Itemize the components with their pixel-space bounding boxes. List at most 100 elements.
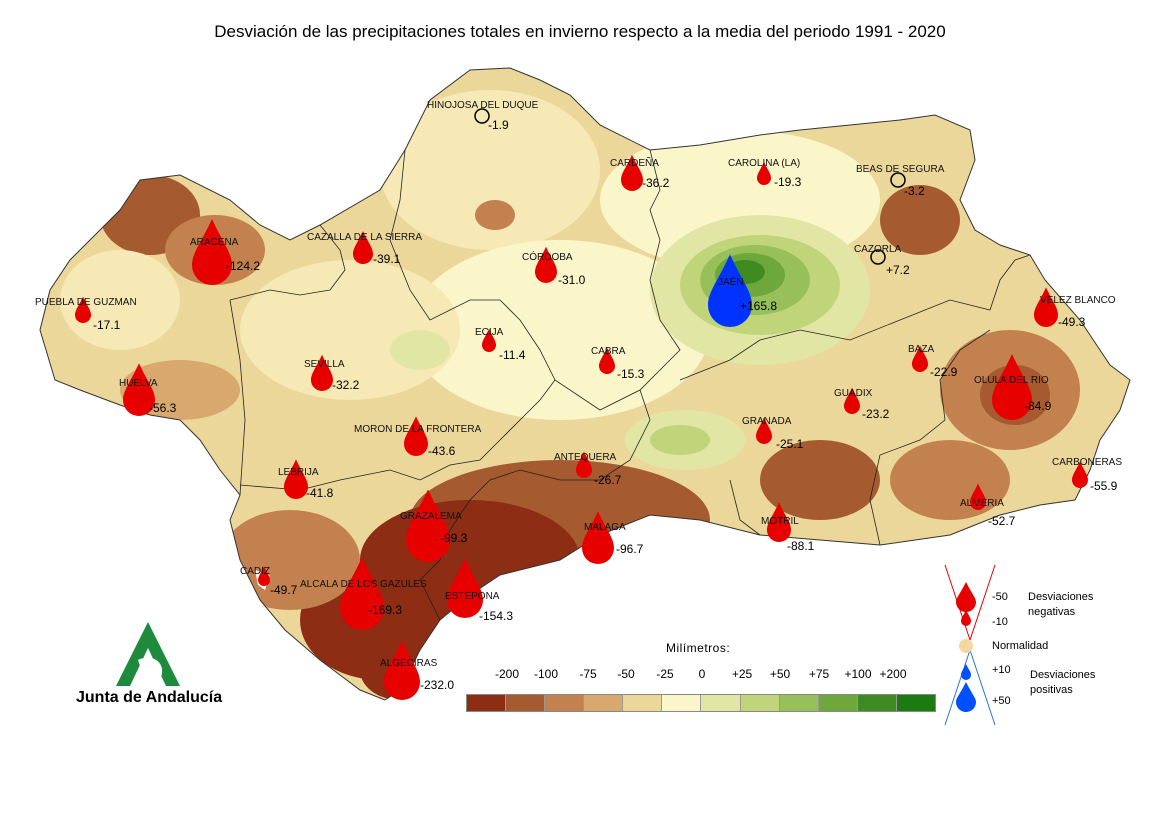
legend-neg10-label: -10 [992, 616, 1008, 628]
negative-drop-icon [576, 451, 592, 478]
station-marker[interactable]: GRAZALEMA -99.3 [400, 489, 468, 562]
station-name: PUEBLA DE GUZMAN [35, 297, 137, 308]
negative-drop-icon [621, 154, 643, 191]
station-value: -3.2 [904, 184, 925, 198]
legend-normal-icon [959, 639, 973, 653]
station-name: VELEZ BLANCO [1040, 295, 1116, 306]
normal-circle-icon [474, 108, 490, 124]
scale-color-cell [662, 695, 702, 711]
station-name: SEVILLA [304, 359, 345, 370]
scale-title: Milímetros: [666, 641, 731, 655]
station-name: HINOJOSA DEL DUQUE [427, 100, 539, 111]
scale-tick-label: -75 [579, 667, 597, 681]
scale-color-cell [467, 695, 507, 711]
station-value: -154.3 [479, 609, 513, 623]
station-value: -88.1 [787, 539, 815, 553]
station-value: -1.9 [488, 118, 509, 132]
positive-drop-icon [708, 254, 752, 327]
negative-drop-icon [767, 502, 791, 542]
station-marker[interactable]: MOTRIL -88.1 [761, 502, 815, 553]
scale-tick-label: -100 [533, 667, 559, 681]
station-value: -52.7 [988, 514, 1016, 528]
station-value: +165.8 [740, 299, 777, 313]
station-marker[interactable]: JAÉN +165.8 [708, 254, 777, 327]
station-marker[interactable]: ECIJA -11.4 [475, 327, 526, 362]
station-marker[interactable]: CAZALLA DE LA SIERRA -39.1 [307, 231, 422, 266]
negative-drop-icon [599, 347, 615, 374]
station-marker[interactable]: ALGECIRAS -232.0 [380, 640, 454, 700]
station-name: CARDEÑA [610, 156, 659, 169]
station-name: JAÉN [718, 275, 744, 288]
negative-drop-icon [844, 387, 860, 414]
station-marker[interactable]: ANTEQUERA -26.7 [554, 451, 622, 487]
station-marker[interactable]: CAROLINA (LA) -19.3 [728, 158, 802, 189]
station-marker[interactable]: SEVILLA -32.2 [304, 354, 360, 392]
negative-drop-icon [447, 558, 483, 618]
station-marker[interactable]: CÓRDOBA -31.0 [522, 246, 586, 287]
station-marker[interactable]: VELEZ BLANCO -49.3 [1034, 287, 1116, 329]
station-value: -56.3 [149, 401, 177, 415]
scale-tick-label: +75 [808, 667, 830, 681]
legend-graphic [944, 564, 996, 726]
logo-text: Junta de Andalucía [76, 689, 223, 706]
negative-drop-icon [992, 354, 1032, 420]
scale-tick-label: +25 [731, 667, 753, 681]
station-marker[interactable]: CAZORLA +7.2 [854, 244, 910, 277]
station-value: -232.0 [420, 678, 454, 692]
station-value: -99.3 [440, 531, 468, 545]
legend-neg50-label: -50 [992, 591, 1008, 603]
station-marker[interactable]: CABRA -15.3 [591, 346, 645, 381]
station-value: -22.9 [930, 365, 958, 379]
station-name: MALAGA [584, 522, 626, 533]
station-name: ESTEPONA [445, 591, 500, 602]
station-value: -169.3 [368, 603, 402, 617]
station-marker[interactable]: GRANADA -25.1 [742, 416, 804, 451]
scale-color-cell [896, 695, 935, 711]
station-marker[interactable]: CADIZ-49.7 [240, 566, 298, 597]
station-name: GUADIX [834, 388, 873, 399]
station-marker[interactable]: CARDEÑA -36.2 [610, 154, 670, 191]
station-name: CAROLINA (LA) [728, 158, 800, 169]
station-value: -11.4 [499, 348, 526, 362]
negative-drop-icon [384, 640, 420, 700]
station-value: -49.3 [1058, 315, 1086, 329]
station-marker[interactable]: PUEBLA DE GUZMAN -17.1 [35, 296, 137, 332]
station-name: CAZALLA DE LA SIERRA [307, 232, 422, 243]
legend-neg10-drop-icon [961, 610, 971, 626]
negative-drop-icon [970, 483, 986, 510]
station-marker[interactable]: HUELVA -56.3 [119, 363, 177, 416]
scale-tick-label: -50 [617, 667, 635, 681]
color-scale-bar [466, 694, 936, 712]
legend-pos50-label: +50 [992, 695, 1011, 707]
negative-drop-icon [1072, 461, 1088, 488]
station-value: -15.3 [617, 367, 645, 381]
station-marker[interactable]: ALMERIA -52.7 [960, 483, 1016, 528]
station-value: -36.2 [642, 176, 670, 190]
station-value: -23.2 [862, 407, 890, 421]
station-marker[interactable]: MALAGA -96.7 [582, 511, 644, 564]
scale-tick-label: -200 [494, 667, 520, 681]
station-name: CABRA [591, 346, 626, 357]
station-marker[interactable]: OLULA DEL RIO -84.9 [974, 354, 1052, 420]
negative-drop-icon [912, 345, 928, 372]
negative-drop-icon [340, 557, 384, 630]
map-title: Desviación de las precipitaciones totale… [214, 22, 946, 41]
legend-positive-label: Desviaciones positivas [1030, 669, 1096, 696]
scale-tick-label: 0 [698, 667, 706, 681]
station-marker[interactable]: HINOJOSA DEL DUQUE -1.9 [427, 100, 539, 132]
station-marker[interactable]: ARACENA -124.2 [190, 219, 260, 285]
legend-neg50-drop-icon [956, 582, 976, 612]
station-name: CÓRDOBA [522, 250, 573, 263]
station-marker[interactable]: GUADIX -23.2 [834, 387, 890, 421]
station-marker[interactable]: ESTEPONA -154.3 [445, 558, 513, 623]
station-value: -96.7 [616, 542, 644, 556]
station-marker[interactable]: MORON DE LA FRONTERA -43.6 [354, 416, 482, 458]
station-marker[interactable]: ALCALA DE LOS GAZULES -169.3 [300, 557, 427, 630]
station-marker[interactable]: CARBONERAS -55.9 [1052, 457, 1122, 493]
station-name: ALGECIRAS [380, 658, 438, 669]
station-marker[interactable]: LEBRIJA -41.8 [278, 459, 334, 500]
region-outline [39, 67, 1131, 701]
station-marker[interactable]: BAZA -22.9 [908, 344, 958, 379]
station-marker[interactable]: BEAS DE SEGURA -3.2 [856, 164, 945, 198]
